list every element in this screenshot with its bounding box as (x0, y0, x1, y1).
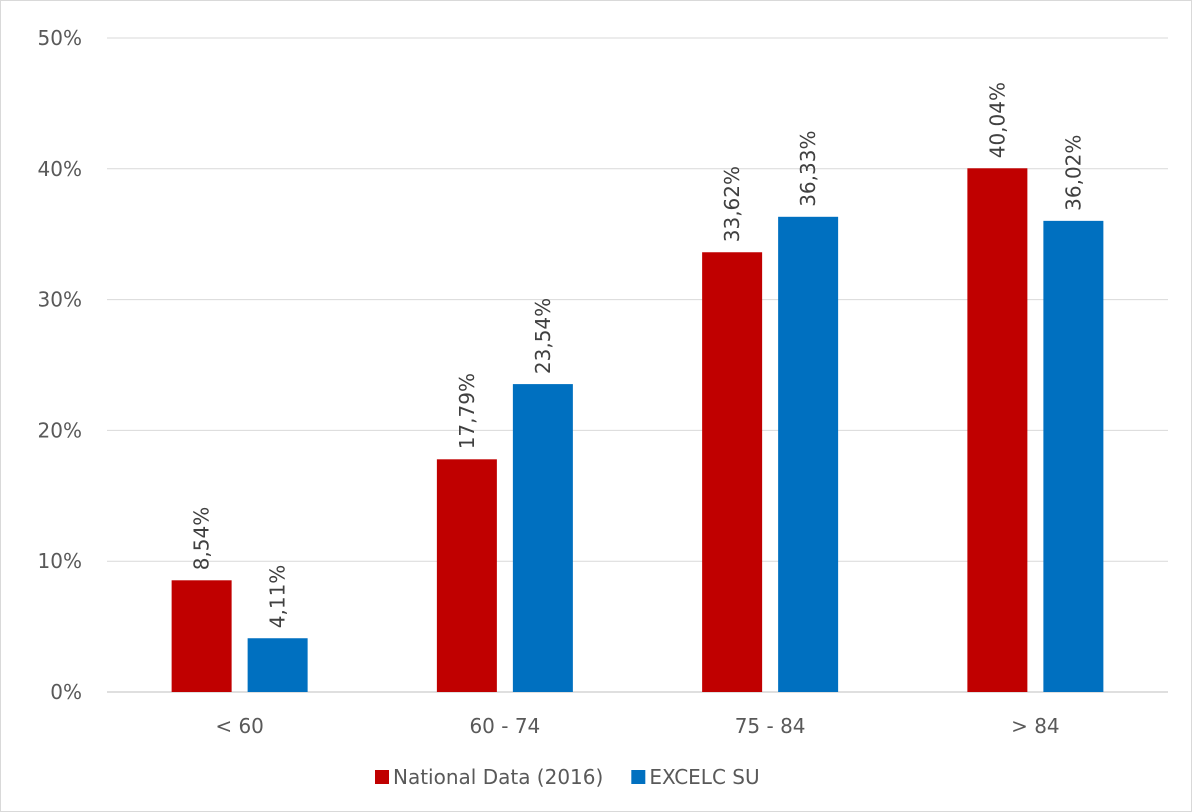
data-label: 40,04% (985, 82, 1009, 158)
data-label: 8,54% (190, 507, 214, 571)
bar (702, 252, 762, 692)
data-label: 33,62% (720, 166, 744, 242)
x-tick-label: 60 - 74 (469, 714, 540, 738)
data-labels: 8,54% 4,11% 17,79% 23,54% 33,62% 36,33% 40,04%… (190, 82, 1086, 628)
x-tick-label: > 84 (1011, 714, 1060, 738)
y-tick-label: 50% (38, 26, 82, 50)
bar (248, 638, 308, 692)
legend: National Data (2016) EXCELC SU (375, 765, 760, 789)
data-label: 23,54% (531, 298, 555, 374)
x-tick-label: < 60 (215, 714, 264, 738)
bar (172, 580, 232, 692)
x-axis-tick-labels: < 60 60 - 74 75 - 84 > 84 (215, 714, 1059, 738)
y-tick-label: 30% (38, 288, 82, 312)
data-label: 4,11% (266, 565, 290, 629)
y-tick-label: 40% (38, 157, 82, 181)
data-label: 17,79% (455, 373, 479, 449)
bar (967, 168, 1027, 692)
legend-label: National Data (2016) (393, 765, 603, 789)
legend-label: EXCELC SU (649, 765, 759, 789)
x-tick-label: 75 - 84 (735, 714, 806, 738)
y-axis-tick-labels: 0% 10% 20% 30% 40% 50% (38, 26, 82, 704)
bar (1043, 221, 1103, 692)
y-tick-label: 20% (38, 418, 82, 442)
bar (778, 217, 838, 692)
data-label: 36,02% (1061, 135, 1085, 211)
legend-swatch (375, 770, 389, 784)
bar (513, 384, 573, 692)
y-tick-label: 0% (50, 680, 82, 704)
legend-swatch (631, 770, 645, 784)
y-tick-label: 10% (38, 549, 82, 573)
data-label: 36,33% (796, 131, 820, 207)
bar (437, 459, 497, 692)
